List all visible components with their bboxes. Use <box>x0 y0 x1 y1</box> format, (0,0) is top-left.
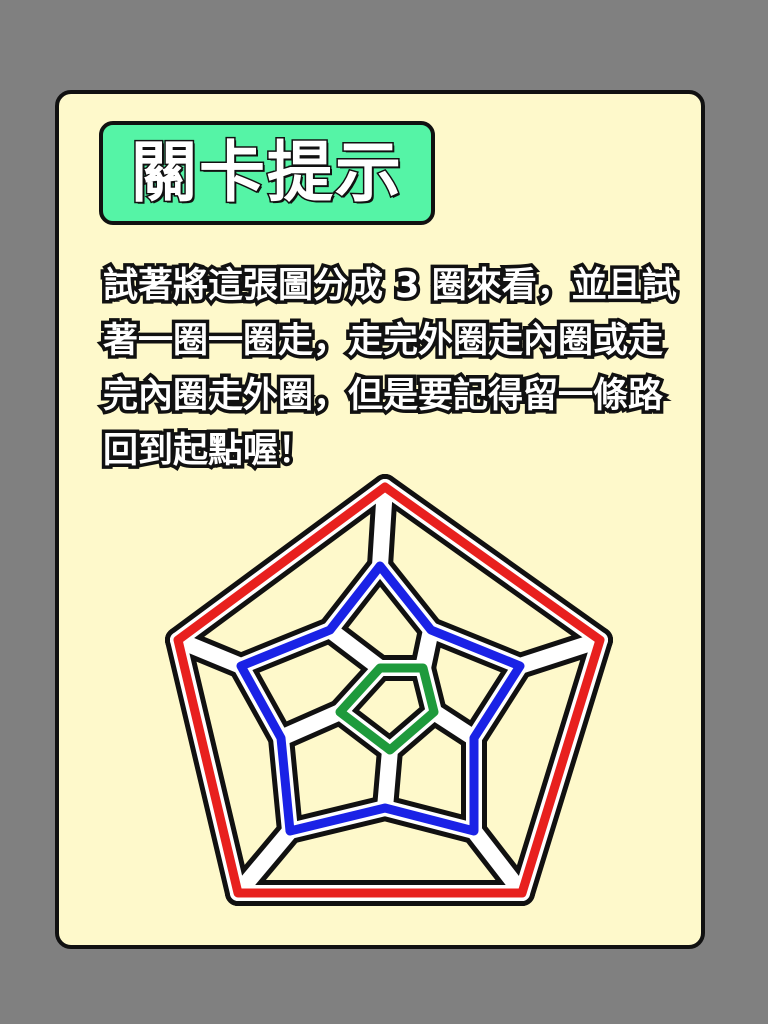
hint-card: 關卡提示 試著將這張圖分成 3 圈來看，並且試著一圈一圈走，走完外圈走內圈或走完… <box>55 90 705 949</box>
hint-title: 關卡提示 <box>130 134 403 211</box>
title-badge: 關卡提示 <box>99 121 435 225</box>
hint-body-text: 試著將這張圖分成 3 圈來看，並且試著一圈一圈走，走完外圈走內圈或走完內圈走外圈… <box>100 263 681 475</box>
